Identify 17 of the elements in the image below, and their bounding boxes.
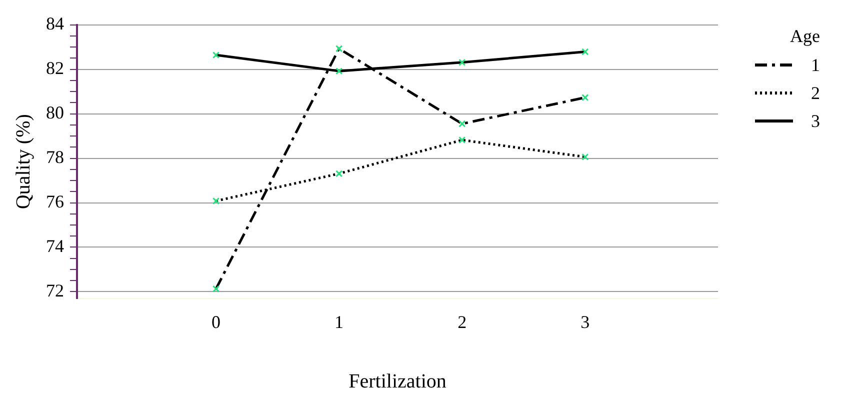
y-tick-label: 82	[46, 58, 64, 78]
x-tick-label: 2	[458, 312, 467, 332]
x-tick-label: 0	[212, 312, 221, 332]
y-tick-label: 72	[46, 280, 64, 300]
legend-label: 2	[811, 82, 820, 104]
legend-title: Age	[789, 26, 820, 47]
y-tick-label: 84	[46, 14, 64, 34]
x-axis-title: Fertilization	[348, 370, 446, 392]
y-tick-label: 76	[46, 191, 64, 212]
x-tick-label: 1	[334, 312, 344, 332]
legend-label: 1	[811, 54, 820, 76]
y-tick-label: 78	[46, 147, 64, 167]
legend-label: 3	[811, 110, 820, 132]
y-axis-title: Quality (%)	[12, 114, 34, 210]
y-tick-label: 80	[46, 102, 64, 123]
x-tick-label: 3	[580, 312, 590, 332]
y-tick-label: 74	[46, 236, 64, 256]
